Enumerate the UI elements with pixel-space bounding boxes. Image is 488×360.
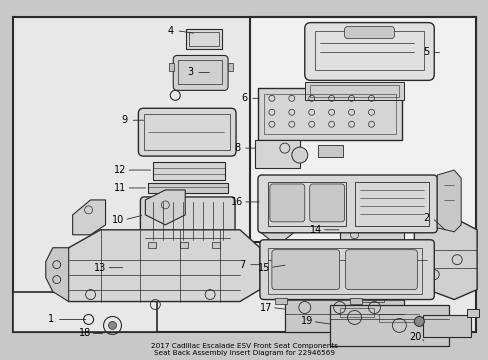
Text: 5: 5 [422,48,428,58]
Bar [178,60,222,84]
Circle shape [413,316,424,327]
Bar [249,17,475,242]
Bar [186,28,222,49]
FancyBboxPatch shape [304,23,433,80]
Text: 2: 2 [422,213,428,223]
FancyBboxPatch shape [138,108,236,156]
Bar [466,310,478,318]
Bar [423,315,470,337]
FancyBboxPatch shape [140,197,235,245]
Bar [13,292,157,332]
Text: 15: 15 [257,263,269,273]
Text: 4: 4 [167,26,173,36]
Bar [304,82,404,100]
Text: 6: 6 [241,93,246,103]
Polygon shape [413,218,476,300]
Bar [258,88,402,140]
FancyBboxPatch shape [258,175,436,233]
Bar [180,242,188,248]
Text: 7: 7 [239,260,244,270]
Bar [227,63,233,71]
Text: 2017 Cadillac Escalade ESV Front Seat Components
Seat Back Assembly Insert Diagr: 2017 Cadillac Escalade ESV Front Seat Co… [151,343,338,356]
Bar [349,298,361,303]
Bar [153,162,224,180]
Circle shape [291,147,307,163]
FancyBboxPatch shape [344,27,394,39]
Bar [317,145,342,157]
Bar [274,298,286,303]
Bar [254,140,299,168]
Bar [339,222,404,262]
Polygon shape [56,230,260,302]
Text: 12: 12 [114,165,126,175]
Polygon shape [285,245,329,288]
Bar [379,315,419,323]
Bar [354,182,428,226]
Bar [169,63,174,71]
Bar [267,248,422,293]
Bar [339,307,374,318]
FancyBboxPatch shape [345,250,416,289]
Text: 19: 19 [300,316,312,327]
Bar [13,17,475,332]
Bar [314,31,424,71]
Text: 17: 17 [259,302,271,312]
Bar [309,85,399,97]
Text: 20: 20 [408,332,421,342]
Bar [144,114,229,150]
Text: 10: 10 [112,215,124,225]
Circle shape [108,321,116,329]
Text: 11: 11 [114,183,126,193]
Text: 16: 16 [230,197,243,207]
Polygon shape [145,190,185,225]
Bar [285,285,404,332]
Bar [189,32,219,45]
FancyBboxPatch shape [173,55,227,90]
Bar [264,94,396,134]
Text: 3: 3 [187,67,193,77]
Polygon shape [73,200,105,235]
Bar [329,305,448,346]
Bar [267,182,345,226]
FancyBboxPatch shape [271,250,339,289]
Polygon shape [436,170,460,232]
Polygon shape [260,195,294,240]
Text: 18: 18 [79,328,91,338]
Text: 14: 14 [309,225,321,235]
Text: 9: 9 [121,115,127,125]
FancyBboxPatch shape [269,184,304,222]
Bar [148,183,227,193]
FancyBboxPatch shape [309,184,344,222]
Bar [148,242,156,248]
Bar [354,289,384,302]
Text: 8: 8 [233,143,240,153]
Polygon shape [46,248,68,302]
Text: 13: 13 [94,263,106,273]
Bar [212,242,220,248]
Text: 1: 1 [48,314,54,324]
FancyBboxPatch shape [260,240,433,300]
